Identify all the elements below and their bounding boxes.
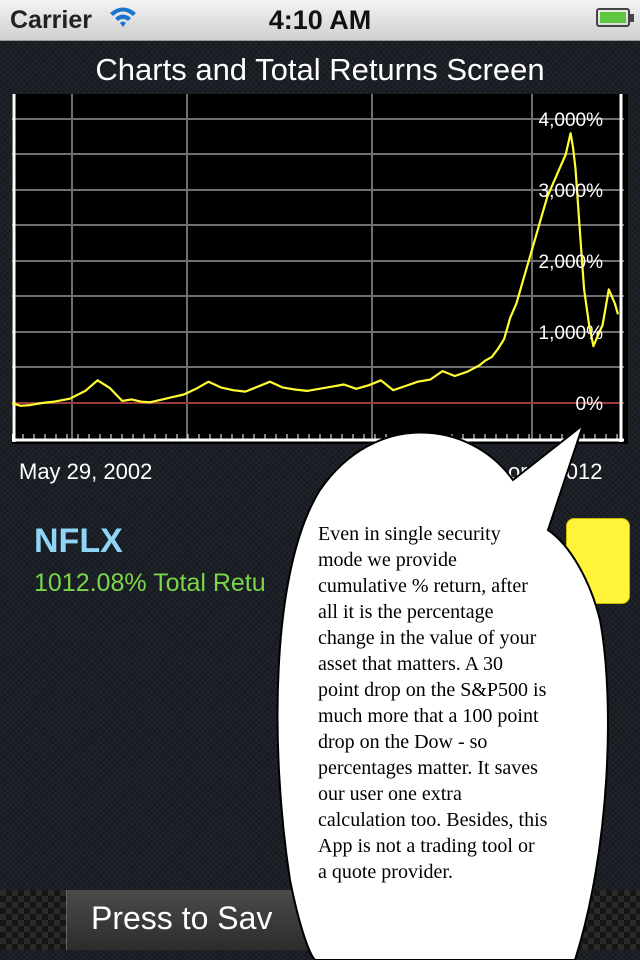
ticker-symbol: NFLX bbox=[34, 522, 123, 560]
chart-svg: 0% 1,000% 2,000% 3,000% 4,000% bbox=[12, 94, 624, 442]
y-tick-label: 0% bbox=[576, 394, 604, 415]
series-line bbox=[12, 132, 620, 407]
wifi-icon bbox=[108, 4, 138, 35]
speech-bubble-shape bbox=[276, 422, 609, 960]
returns-chart[interactable]: 0% 1,000% 2,000% 3,000% 4,000% bbox=[12, 94, 628, 444]
total-return-text: 1012.08% Total Retu bbox=[34, 569, 266, 597]
y-tick-label: 1,000% bbox=[539, 323, 604, 344]
screen-title: Charts and Total Returns Screen bbox=[95, 52, 545, 87]
y-tick-label: 3,000% bbox=[539, 181, 604, 202]
save-button-label: Press to Sav bbox=[91, 900, 273, 936]
carrier-label: Carrier bbox=[10, 6, 92, 34]
status-bar: Carrier 4:10 AM bbox=[0, 0, 640, 41]
y-tick-label: 2,000% bbox=[539, 252, 604, 273]
status-time: 4:10 AM bbox=[268, 5, 372, 35]
callout-text: Even in single security mode we provide … bbox=[318, 523, 548, 883]
y-tick-label: 4,000% bbox=[539, 110, 604, 131]
battery-icon bbox=[596, 8, 634, 27]
x-axis-start-label: May 29, 2002 bbox=[19, 459, 153, 484]
